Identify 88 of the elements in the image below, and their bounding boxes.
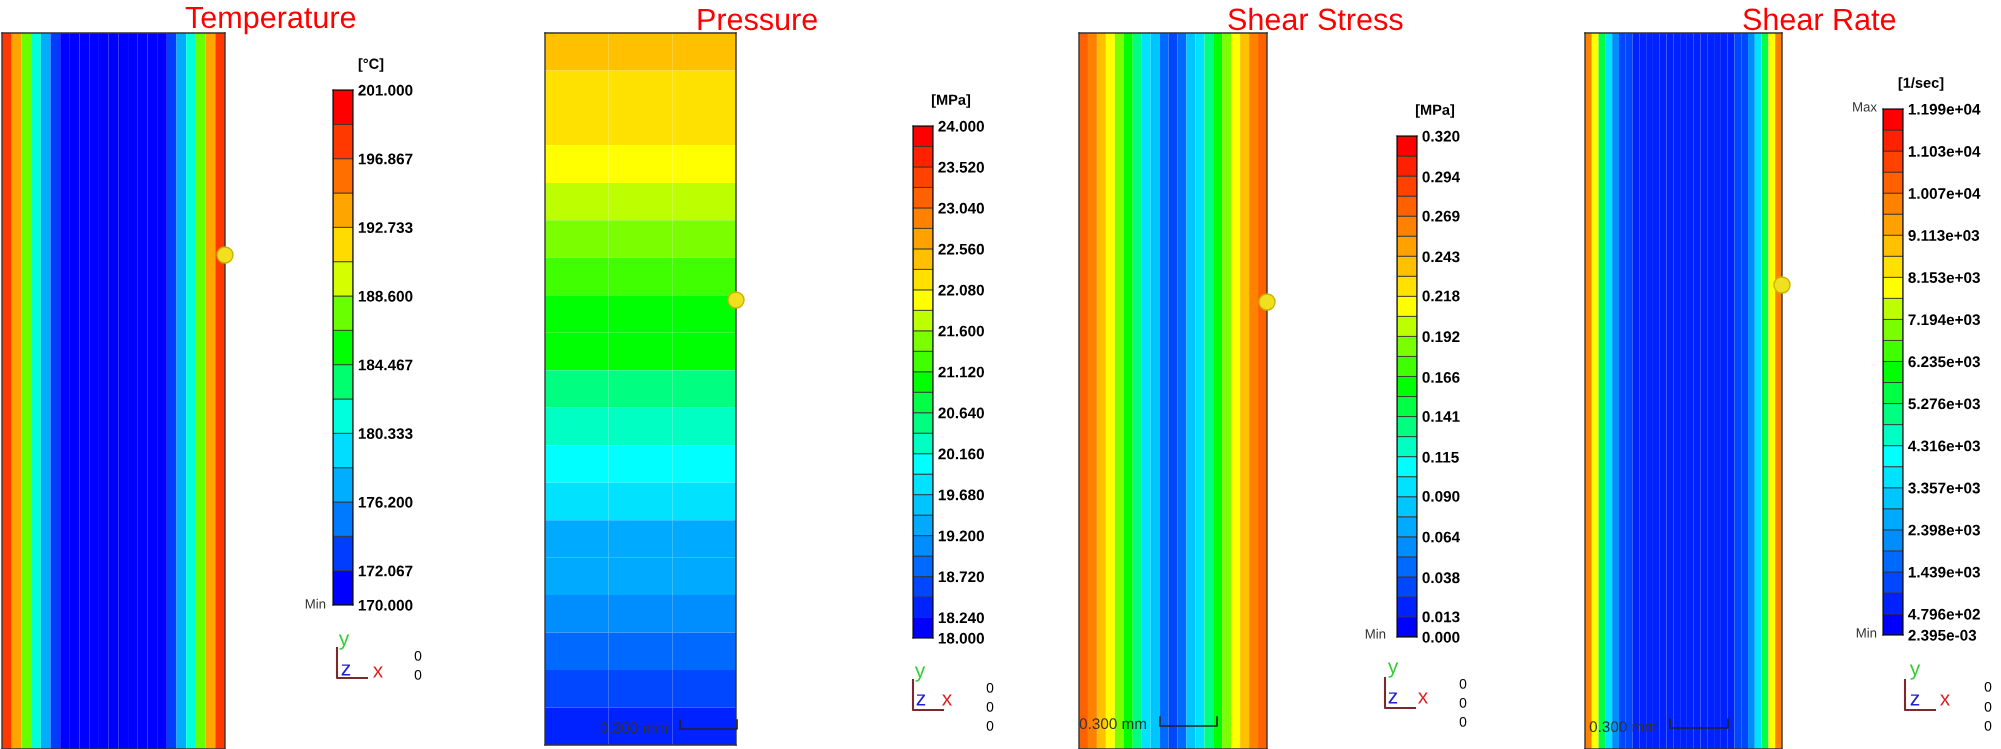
- color-bar-label: 192.733: [358, 222, 413, 234]
- color-bar-title: [MPa]: [931, 94, 971, 108]
- text: 0: [986, 720, 994, 731]
- color-bar-label: 0.064: [1422, 531, 1461, 543]
- color-bar-label: 0.000: [1422, 631, 1460, 643]
- color-bar-title: [°C]: [358, 58, 384, 72]
- text: 0: [1459, 697, 1467, 708]
- color-bar-label: 0.166: [1422, 371, 1460, 383]
- color-bar-label: 184.467: [358, 359, 413, 371]
- color-bar-label: 0.320: [1422, 130, 1460, 142]
- color-bar-label: 18.000: [938, 632, 984, 644]
- color-bar-label: 9.113e+03: [1908, 230, 1980, 241]
- text: 0: [1984, 720, 1992, 731]
- text: 0: [1459, 716, 1467, 727]
- color-bar-label: 7.194e+03: [1908, 314, 1980, 326]
- color-bar-label: 0.115: [1422, 451, 1459, 463]
- color-bar-label: 19.680: [938, 489, 984, 501]
- text: Min: [305, 598, 326, 609]
- color-bar-label: 0.218: [1422, 290, 1460, 302]
- text: y: [1387, 662, 1399, 678]
- color-bar-label: 18.720: [938, 571, 984, 583]
- color-bar-label: 0.269: [1422, 210, 1460, 222]
- color-bar-label: 1.199e+04: [1908, 103, 1981, 115]
- color-bar-label: 0.090: [1422, 490, 1460, 502]
- color-bar-label: 170.000: [358, 599, 413, 611]
- color-bar-title: [MPa]: [1415, 104, 1455, 118]
- color-bar-label: 8.153e+03: [1908, 272, 1980, 284]
- color-bar-label: 196.867: [358, 153, 413, 165]
- text: z: [341, 664, 351, 676]
- text: 0: [986, 682, 994, 693]
- color-bar-label: 23.040: [938, 202, 984, 214]
- text: y: [914, 666, 926, 682]
- color-bar-label: 0.141: [1422, 411, 1460, 422]
- color-bar-label: 18.240: [938, 612, 984, 624]
- color-bar-label: 0.038: [1422, 572, 1460, 584]
- text: x: [942, 694, 952, 706]
- text: z: [1910, 694, 1920, 706]
- color-bar-label: 1.007e+04: [1908, 188, 1981, 199]
- text: 0: [986, 701, 994, 712]
- color-bar-label: 172.067: [358, 565, 413, 577]
- color-bar-label: 0.243: [1422, 251, 1460, 263]
- text: x: [1418, 692, 1428, 704]
- chart-title: Pressure: [698, 8, 817, 31]
- color-bar-label: 22.560: [938, 243, 984, 255]
- text: y: [1909, 664, 1921, 680]
- annotation: 0.300 mm: [1589, 721, 1656, 733]
- chart-title: Temperature: [185, 6, 356, 35]
- text: z: [916, 694, 926, 706]
- color-bar-label: 22.080: [938, 284, 984, 296]
- text: 0: [414, 669, 422, 680]
- color-bar-label: 1.439e+03: [1908, 566, 1980, 578]
- text: 0: [1984, 701, 1992, 712]
- annotation: 0.300 mm: [600, 722, 667, 734]
- color-bar-label: 21.120: [938, 366, 984, 378]
- text: z: [1388, 692, 1398, 704]
- color-bar-label: 4.796e+02: [1908, 608, 1980, 620]
- color-bar-label: 6.235e+03: [1908, 356, 1980, 368]
- color-bar-label: 1.103e+04: [1908, 145, 1981, 157]
- color-bar-label: 0.192: [1422, 331, 1460, 343]
- color-bar-label: 0.294: [1422, 171, 1461, 183]
- color-bar-label: 24.000: [938, 120, 984, 132]
- text: y: [338, 634, 350, 650]
- text: Min: [1365, 628, 1386, 639]
- chart-title: Shear Stress: [1228, 7, 1403, 31]
- color-bar-label: 180.333: [358, 428, 413, 440]
- color-bar-label: 201.000: [358, 84, 413, 96]
- text: x: [373, 666, 383, 678]
- color-bar-title: [1/sec]: [1898, 77, 1944, 91]
- color-bar-label: 20.160: [938, 448, 984, 460]
- text: x: [1940, 694, 1950, 706]
- text: 0: [414, 650, 422, 661]
- chart-title: Shear Rate: [1743, 7, 1896, 31]
- text: Min: [1856, 627, 1877, 638]
- color-bar-label: 23.520: [938, 161, 984, 173]
- color-bar-label: 5.276e+03: [1908, 398, 1980, 410]
- color-bar-label: 3.357e+03: [1908, 482, 1980, 494]
- color-bar-label: 176.200: [358, 496, 413, 508]
- text: Max: [1853, 102, 1877, 112]
- text: 0: [1459, 678, 1467, 689]
- color-bar-label: 0.013: [1422, 611, 1460, 623]
- color-bar-label: 4.316e+03: [1908, 440, 1980, 452]
- text: 0: [1984, 681, 1992, 692]
- color-bar-label: 19.200: [938, 530, 984, 542]
- color-bar-label: 20.640: [938, 407, 984, 419]
- color-bar-label: 188.600: [358, 290, 413, 302]
- color-bar-label: 21.600: [938, 325, 984, 337]
- color-bar-label: 2.395e-03: [1908, 629, 1977, 641]
- color-bar-label: 2.398e+03: [1908, 524, 1980, 536]
